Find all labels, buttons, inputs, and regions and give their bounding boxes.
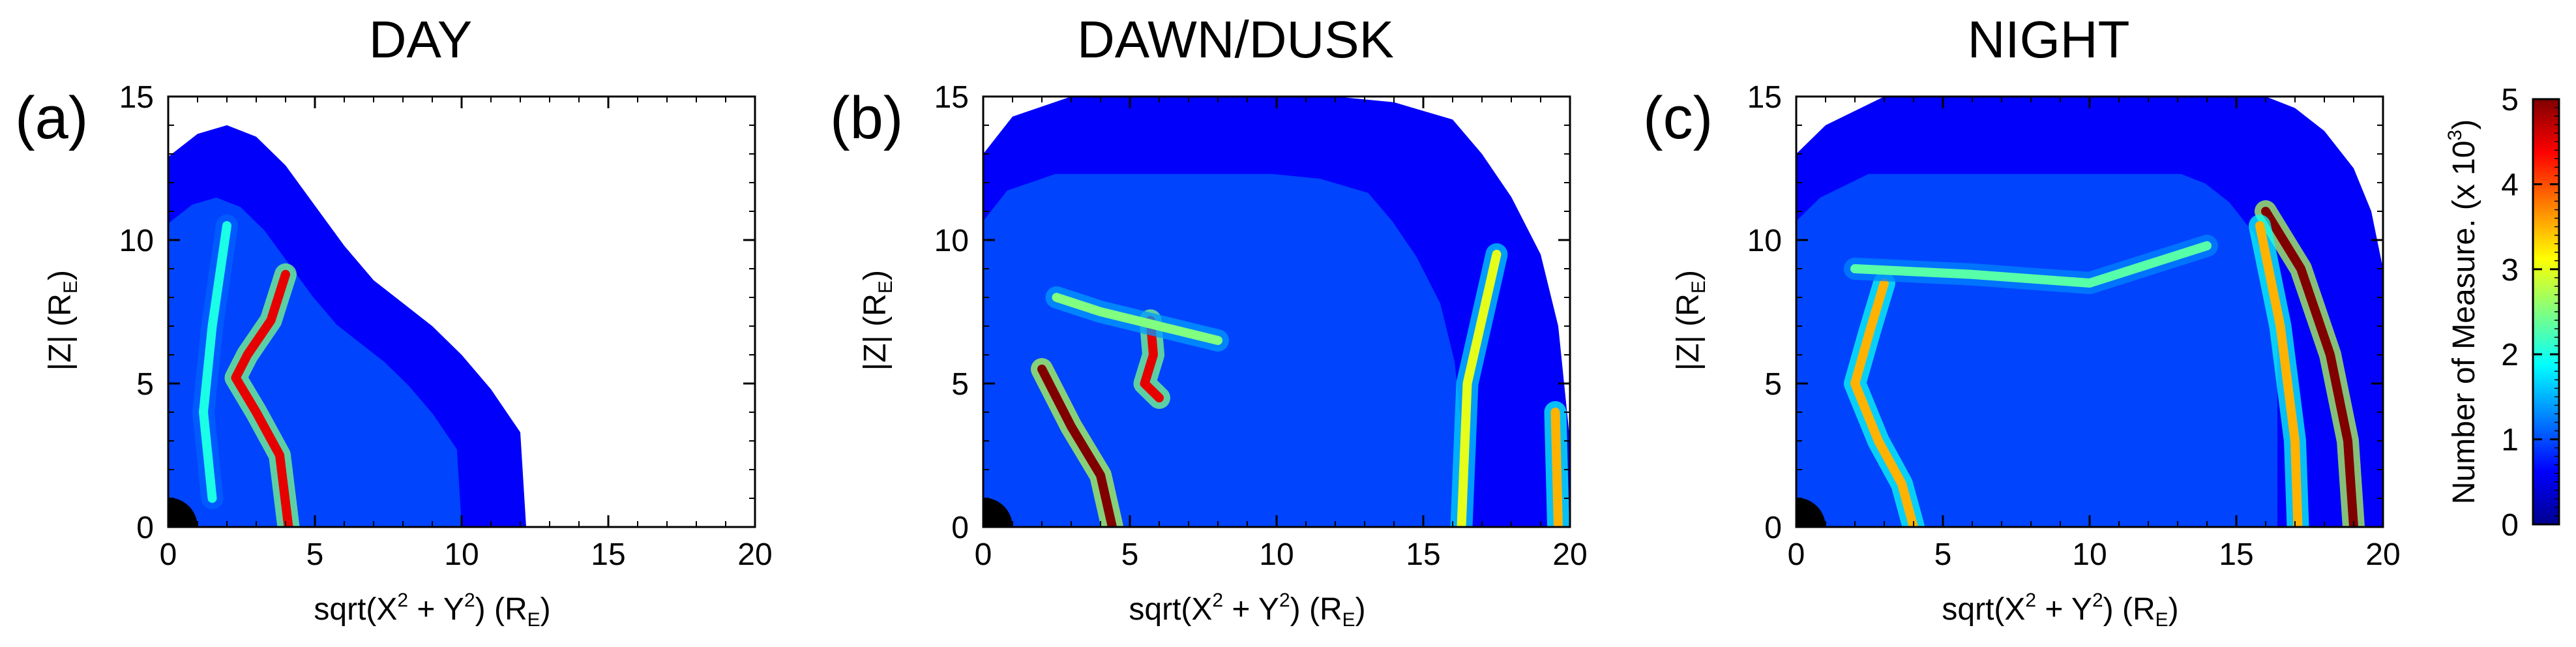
y-tick-label: 5 [1764, 367, 1782, 402]
density-band [168, 197, 462, 527]
colorbar-tick-label: 5 [2501, 83, 2519, 117]
earth-marker [983, 498, 1013, 527]
density-ridge [1140, 316, 1164, 402]
panel-title: DAY [369, 10, 473, 68]
panel-title: NIGHT [1968, 10, 2130, 68]
y-tick-label: 0 [1764, 511, 1782, 545]
x-tick-label: 10 [444, 537, 479, 572]
x-tick-label: 10 [1259, 537, 1294, 572]
y-tick-label: 5 [951, 367, 969, 402]
y-tick-label: 10 [119, 224, 154, 258]
density-band [983, 173, 1464, 527]
panel-label: (a) [15, 85, 88, 151]
colorbar-tick-label: 4 [2501, 168, 2519, 202]
y-tick-label: 15 [1747, 80, 1782, 115]
y-tick-label: 15 [934, 80, 969, 115]
density-ridge [1550, 408, 1563, 527]
density-ridge [231, 269, 293, 527]
x-tick-label: 15 [591, 537, 625, 572]
x-tick-label: 20 [737, 537, 772, 572]
density-ridge [1850, 241, 2212, 288]
x-tick-label: 0 [160, 537, 177, 572]
x-tick-label: 15 [1406, 537, 1440, 572]
x-tick-label: 20 [2365, 537, 2400, 572]
x-tick-label: 15 [2219, 537, 2253, 572]
y-tick-label: 10 [1747, 224, 1782, 258]
density-ridge [199, 221, 231, 503]
y-tick-label: 0 [951, 511, 969, 545]
x-axis-label: sqrt(X2 + Y2) (RE) [1129, 590, 1365, 631]
y-tick-label: 10 [934, 224, 969, 258]
x-tick-label: 5 [1934, 537, 1952, 572]
panel-2: 0 5 10 15 20 0 5 10 15 DAWN/DUSK (b) sqrt(X2 + Y2) … [830, 10, 1588, 631]
y-tick-label: 0 [136, 511, 154, 545]
x-tick-label: 20 [1552, 537, 1587, 572]
colorbar-tick-label: 0 [2501, 508, 2519, 543]
y-tick-label: 15 [119, 80, 154, 115]
x-tick-label: 10 [2072, 537, 2107, 572]
density-ridge [1037, 365, 1117, 527]
density-ridge [2255, 221, 2303, 527]
density-ridge [1052, 293, 1222, 345]
x-tick-label: 0 [975, 537, 992, 572]
y-axis-label: |Z| (RE) [43, 270, 81, 370]
density-ridge [1850, 278, 1918, 527]
x-tick-label: 5 [1121, 537, 1139, 572]
x-axis-label: sqrt(X2 + Y2) (RE) [314, 590, 550, 631]
density-ridge [1457, 250, 1502, 527]
x-tick-label: 5 [306, 537, 324, 572]
colorbar-tick-label: 3 [2501, 253, 2519, 288]
colorbar-tick-label: 1 [2501, 423, 2519, 458]
colorbar-ticks: 0 1 2 3 4 5 [2501, 83, 2559, 543]
colorbar-label: Number of Measure. (x 103) [2444, 119, 2481, 504]
panel-1: 0 5 10 15 20 0 5 10 15 DAY (a) sqrt(X2 + Y2) (RE) |Z… [15, 10, 773, 631]
panel-label: (c) [1643, 85, 1713, 151]
x-tick-label: 0 [1788, 537, 1805, 572]
y-axis-label: |Z| (RE) [1671, 270, 1710, 370]
colorbar-tick-label: 2 [2501, 338, 2519, 372]
y-axis-label: |Z| (RE) [858, 270, 896, 370]
density-ridge [2261, 207, 2358, 527]
panel-3: 0 5 10 15 20 0 5 10 15 NIGHT (c) sqrt(X2 + Y2) (RE)… [1643, 10, 2401, 631]
x-axis-label: sqrt(X2 + Y2) (RE) [1942, 590, 2178, 631]
panel-label: (b) [830, 85, 903, 151]
y-tick-label: 5 [136, 367, 154, 402]
panels: 0 5 10 15 20 0 5 10 15 DAY (a) sqrt(X2 + Y2) (RE) |Z… [15, 10, 2401, 631]
panel-title: DAWN/DUSK [1077, 10, 1394, 68]
earth-marker [168, 498, 198, 527]
earth-marker [1796, 498, 1826, 527]
colorbar: 0 1 2 3 4 5 Number of Measure. (x 103) [2444, 83, 2560, 543]
